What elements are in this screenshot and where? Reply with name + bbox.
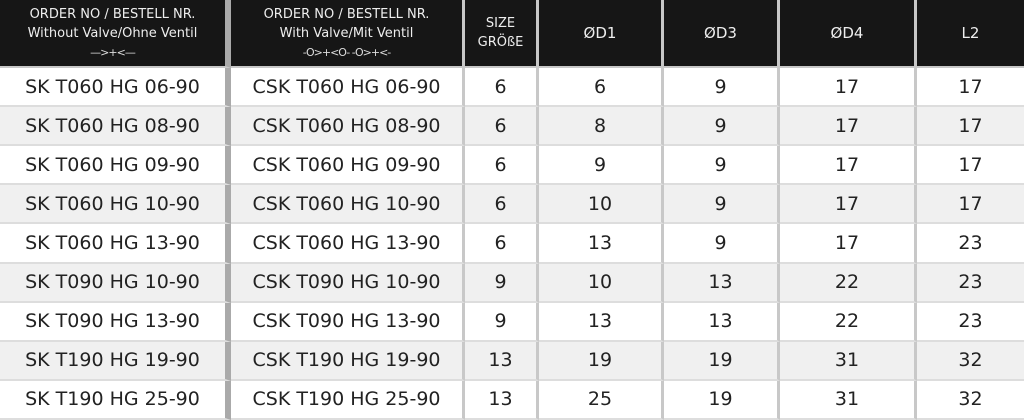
table-row: SK T060 HG 09-90 CSK T060 HG 09-90 6 9 9 17 17 [0, 146, 1024, 186]
cell-order-with-valve: CSK T090 HG 13-90 [231, 302, 465, 342]
cell-d4: 31 [780, 380, 917, 420]
header-line1: ORDER NO / BESTELL NR. [29, 6, 196, 22]
cell-l2: 17 [917, 107, 1024, 147]
coupling-without-valve-icon: —>+<— [90, 45, 136, 59]
table-row: SK T090 HG 10-90 CSK T090 HG 10-90 9 10 13 22… [0, 263, 1024, 303]
header-row: ORDER NO / BESTELL NR. Without Valve/Ohne… [0, 0, 1024, 68]
table-row: SK T190 HG 19-90 CSK T190 HG 19-90 13 19 19 3… [0, 341, 1024, 381]
cell-d3: 13 [664, 302, 780, 342]
cell-order-without-valve: SK T090 HG 10-90 [0, 263, 231, 303]
cell-d4: 22 [780, 263, 917, 303]
table-row: SK T060 HG 06-90 CSK T060 HG 06-90 6 6 9 17 17 [0, 68, 1024, 108]
cell-order-without-valve: SK T190 HG 25-90 [0, 380, 231, 420]
cell-d1: 10 [539, 263, 664, 303]
cell-size: 13 [465, 341, 539, 381]
cell-d4: 31 [780, 341, 917, 381]
cell-order-without-valve: SK T060 HG 09-90 [0, 146, 231, 186]
cell-d4: 17 [780, 185, 917, 225]
cell-order-with-valve: CSK T060 HG 09-90 [231, 146, 465, 186]
cell-d3: 9 [664, 68, 780, 108]
cell-d4: 17 [780, 107, 917, 147]
header-line2: GRÖßE [477, 35, 524, 50]
cell-d3: 9 [664, 146, 780, 186]
cell-size: 13 [465, 380, 539, 420]
cell-l2: 17 [917, 68, 1024, 108]
cell-l2: 23 [917, 224, 1024, 264]
cell-d3: 19 [664, 380, 780, 420]
cell-order-with-valve: CSK T190 HG 19-90 [231, 341, 465, 381]
header-size: SIZE GRÖßE [465, 0, 539, 68]
header-d4: ØD4 [780, 0, 917, 68]
cell-order-with-valve: CSK T060 HG 08-90 [231, 107, 465, 147]
header-l2: L2 [917, 0, 1024, 68]
cell-d1: 9 [539, 146, 664, 186]
header-d1: ØD1 [539, 0, 664, 68]
cell-d3: 9 [664, 107, 780, 147]
table-row: SK T060 HG 08-90 CSK T060 HG 08-90 6 8 9 17 17 [0, 107, 1024, 147]
cell-size: 9 [465, 302, 539, 342]
cell-l2: 32 [917, 380, 1024, 420]
header-order-with-valve: ORDER NO / BESTELL NR. With Valve/Mit Ven… [231, 0, 465, 68]
cell-order-with-valve: CSK T190 HG 25-90 [231, 380, 465, 420]
cell-d1: 13 [539, 224, 664, 264]
table-row: SK T060 HG 13-90 CSK T060 HG 13-90 6 13 9 17 2… [0, 224, 1024, 264]
table-row: SK T060 HG 10-90 CSK T060 HG 10-90 6 10 9 17 1… [0, 185, 1024, 225]
cell-d3: 9 [664, 185, 780, 225]
table-row: SK T090 HG 13-90 CSK T090 HG 13-90 9 13 13 22… [0, 302, 1024, 342]
cell-d1: 10 [539, 185, 664, 225]
cell-l2: 23 [917, 302, 1024, 342]
cell-d1: 25 [539, 380, 664, 420]
cell-l2: 17 [917, 146, 1024, 186]
cell-d3: 9 [664, 224, 780, 264]
cell-d1: 8 [539, 107, 664, 147]
cell-order-without-valve: SK T090 HG 13-90 [0, 302, 231, 342]
coupling-with-valve-icon: -O>+<O- -O>+<- [302, 45, 392, 59]
cell-d4: 17 [780, 68, 917, 108]
cell-d4: 17 [780, 224, 917, 264]
header-line2: Without Valve/Ohne Ventil [27, 25, 198, 41]
cell-size: 9 [465, 263, 539, 303]
cell-order-with-valve: CSK T060 HG 13-90 [231, 224, 465, 264]
cell-size: 6 [465, 185, 539, 225]
cell-order-without-valve: SK T060 HG 10-90 [0, 185, 231, 225]
cell-d1: 19 [539, 341, 664, 381]
cell-order-with-valve: CSK T060 HG 10-90 [231, 185, 465, 225]
cell-d3: 19 [664, 341, 780, 381]
header-line1: SIZE [485, 16, 516, 31]
cell-size: 6 [465, 146, 539, 186]
header-d3: ØD3 [664, 0, 780, 68]
cell-order-without-valve: SK T190 HG 19-90 [0, 341, 231, 381]
header-line2: With Valve/Mit Ventil [279, 25, 414, 41]
cell-d1: 6 [539, 68, 664, 108]
cell-order-without-valve: SK T060 HG 13-90 [0, 224, 231, 264]
cell-l2: 32 [917, 341, 1024, 381]
cell-order-with-valve: CSK T090 HG 10-90 [231, 263, 465, 303]
header-line1: ORDER NO / BESTELL NR. [263, 6, 430, 22]
cell-size: 6 [465, 224, 539, 264]
cell-size: 6 [465, 68, 539, 108]
cell-l2: 23 [917, 263, 1024, 303]
cell-order-without-valve: SK T060 HG 06-90 [0, 68, 231, 108]
cell-order-with-valve: CSK T060 HG 06-90 [231, 68, 465, 108]
cell-d3: 13 [664, 263, 780, 303]
cell-d4: 17 [780, 146, 917, 186]
cell-order-without-valve: SK T060 HG 08-90 [0, 107, 231, 147]
cell-l2: 17 [917, 185, 1024, 225]
cell-size: 6 [465, 107, 539, 147]
table-row: SK T190 HG 25-90 CSK T190 HG 25-90 13 25 19 3… [0, 380, 1024, 420]
cell-d1: 13 [539, 302, 664, 342]
header-order-without-valve: ORDER NO / BESTELL NR. Without Valve/Ohne… [0, 0, 231, 68]
cell-d4: 22 [780, 302, 917, 342]
